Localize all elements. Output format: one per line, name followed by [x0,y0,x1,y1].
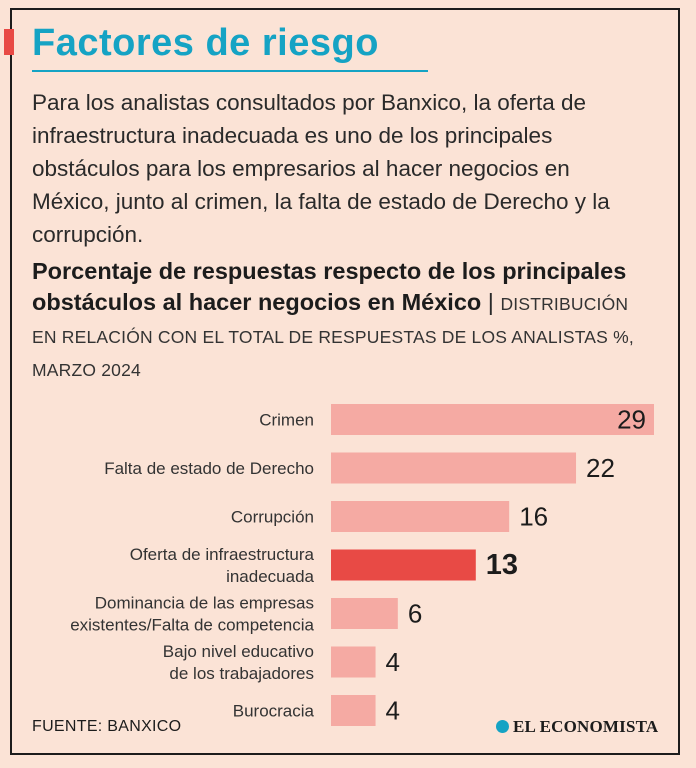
bar-4 [331,598,398,629]
category-label-3: Oferta de infraestructura inadecuada [130,545,315,586]
title-underline [32,70,428,72]
category-label-4: Dominancia de las empresas existentes/Fal… [70,594,314,635]
bar-5 [331,646,376,678]
value-label-0: 29 [617,405,646,435]
category-label-line: existentes/Falta de competencia [70,616,314,635]
category-label-0: Crimen [259,411,314,430]
category-label-line: Bajo nivel educativo [163,642,314,661]
value-label-4: 6 [408,599,422,629]
category-label-line: de los trabajadores [169,664,314,683]
category-label-line: Oferta de infraestructura [130,545,315,564]
value-label-3: 13 [486,549,518,581]
page-title: Factores de riesgo [32,22,379,64]
brand-globe-icon [496,720,509,733]
category-label-6: Burocracia [233,702,315,721]
value-label-1: 22 [586,453,615,483]
brand-name: EL ECONOMISTA [513,717,659,736]
value-label-6: 4 [386,696,400,726]
bar-6 [331,695,376,726]
category-label-2: Corrupción [231,508,314,527]
intro-paragraph: Para los analistas consultados por Banxi… [32,90,610,247]
chart-subtitle: Porcentaje de respuestas respecto de los… [32,256,642,386]
category-label-line: inadecuada [226,567,314,586]
category-label-line: Corrupción [231,508,314,527]
category-label-line: Dominancia de las empresas [95,594,314,613]
chart-description: DISTRIBUCIÓN EN RELACIÓN CON EL TOTAL DE… [32,294,634,380]
category-label-line: Falta de estado de Derecho [104,459,314,478]
bar-3 [331,549,476,581]
category-label-5: Bajo nivel educativo de los trabajadores [163,642,314,683]
title-accent-bar [4,29,14,55]
title-row: Factores de riesgo [0,12,430,64]
category-label-line: Burocracia [233,702,315,721]
chart-title: Porcentaje de respuestas respecto de los… [32,258,627,315]
bar-2 [331,501,510,532]
subtitle-separator: | [487,289,494,315]
infographic-card [10,8,680,755]
value-label-2: 16 [519,502,548,532]
category-label-1: Falta de estado de Derecho [104,459,314,478]
bar-0 [331,404,654,435]
bar-1 [331,452,577,484]
brand-logo: EL ECONOMISTA [496,717,658,737]
source-note: FUENTE: BANXICO [32,718,182,735]
value-label-5: 4 [386,647,400,677]
category-label-line: Crimen [259,411,314,430]
